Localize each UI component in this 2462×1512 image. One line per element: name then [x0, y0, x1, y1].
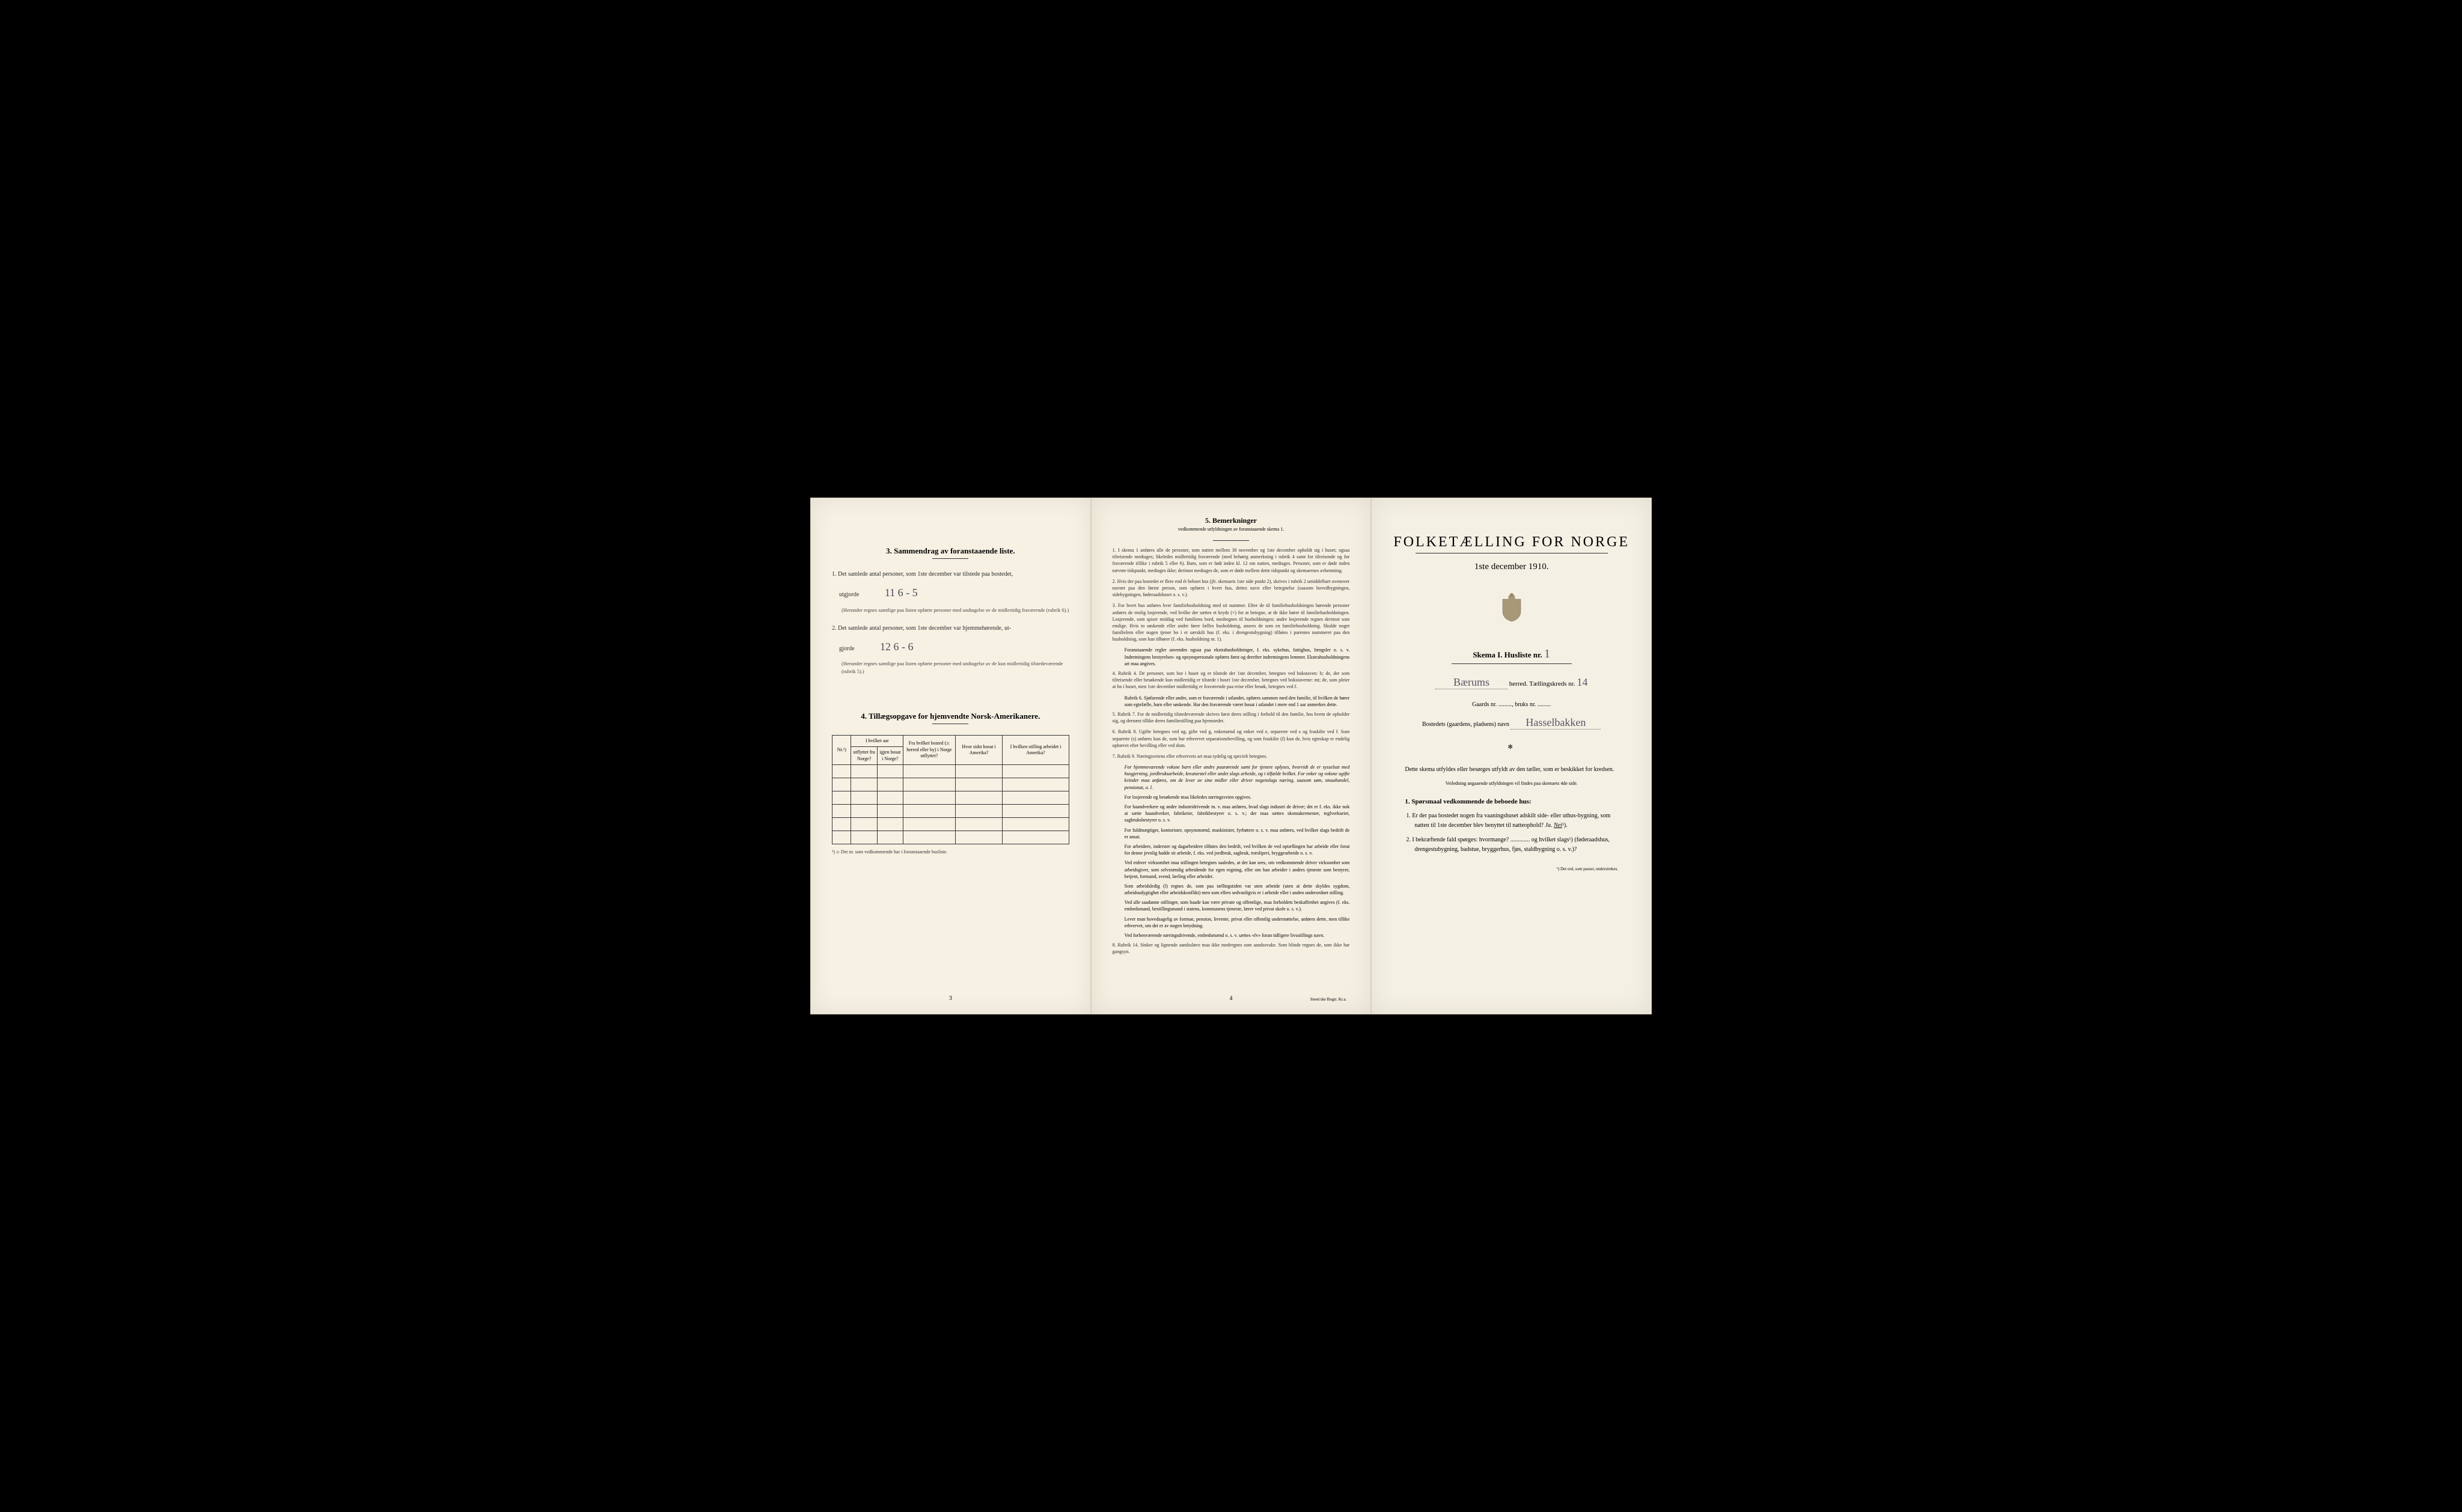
- rule-7-sub9: Lever man hovedsagelig av formue, pensio…: [1113, 916, 1350, 929]
- page-number-3: 3: [949, 995, 952, 1002]
- instruction-main: Dette skema utfyldes eller besørges utfy…: [1405, 765, 1618, 775]
- bosted-line: Bostedets (gaardens, pladsens) navn Hass…: [1393, 716, 1630, 730]
- rule-8: 8. Rubrik 14. Sinker og lignende aandssl…: [1113, 942, 1350, 955]
- rule-7-sub2: For losjerende og besøkende maa likelede…: [1113, 794, 1350, 800]
- item-2-label: gjorde: [839, 645, 855, 652]
- col-nr: Nr.¹): [832, 735, 851, 764]
- rule-4-sub: Rubrik 6. Sjøfarende eller andre, som er…: [1113, 695, 1350, 708]
- page-1-title-page: FOLKETÆLLING FOR NORGE 1ste december 191…: [1371, 498, 1652, 1014]
- rule-1: 1. I skema 1 anføres alle de personer, s…: [1113, 547, 1350, 574]
- rule-7-sub10: Ved forhenværende næringsdrivende, embed…: [1113, 932, 1350, 939]
- col-bosted: Fra hvilket bosted (ɔ: herred eller by) …: [903, 735, 956, 764]
- rule-3: 3. For hvert hus anføres hver familiehus…: [1113, 602, 1350, 642]
- document-spread: 3. Sammendrag av foranstaaende liste. 1.…: [810, 498, 1652, 1014]
- section-5-title: 5. Bemerkninger: [1113, 516, 1350, 525]
- rule-3-sub: Foranstaaende regler anvendes ogsaa paa …: [1113, 647, 1350, 667]
- table-body: [832, 765, 1069, 844]
- table-row: [832, 805, 1069, 818]
- rule-4: 4. Rubrik 4. De personer, som bor i huse…: [1113, 670, 1350, 690]
- page-3-sammendrag: 3. Sammendrag av foranstaaende liste. 1.…: [810, 498, 1091, 1014]
- rule-5: 5. Rubrik 7. For de midlertidig tilstede…: [1113, 711, 1350, 724]
- rule-7-sub3: For haandverkere og andre industridriven…: [1113, 803, 1350, 824]
- table-row: [832, 765, 1069, 778]
- title-underline-5: [1213, 540, 1249, 541]
- col-stilling: I hvilken stilling arbeidet i Amerika?: [1003, 735, 1069, 764]
- herred-line: Bærums herred. Tællingskreds nr. 14: [1393, 676, 1630, 689]
- item-1-line2: utgjorde 11 6 - 5: [832, 584, 1069, 602]
- printer-mark: Steen'ske Bogtr. Kr.a.: [1310, 997, 1347, 1002]
- col-aar: I hvilket aar: [851, 735, 903, 746]
- item-2-line1: 2. Det samlede antal personer, som 1ste …: [832, 624, 1069, 633]
- rule-7-sub5: For arbeidere, inderster og dagarbeidere…: [1113, 843, 1350, 856]
- item-1-label: utgjorde: [839, 591, 859, 598]
- table-footnote: ¹) ɔ: Det nr. som vedkommende har i fora…: [832, 849, 1069, 855]
- table-row: [832, 818, 1069, 831]
- item-1-note: (Herunder regnes samtlige paa listen opf…: [832, 606, 1069, 614]
- section-5-subtitle: vedkommende utfyldningen av foranstaaend…: [1113, 526, 1350, 532]
- answer-sup: ¹).: [1562, 822, 1568, 829]
- item-2-handwritten-value: 12 6 - 6: [856, 641, 914, 653]
- rule-7-sub6: Ved enhver virksomhet maa stillingen bet…: [1113, 859, 1350, 880]
- husliste-nr-handwritten: 1: [1544, 647, 1550, 660]
- skema-label: Skema I. Husliste nr.: [1473, 650, 1542, 659]
- col-utflyttet: utflyttet fra Norge?: [851, 747, 877, 765]
- footnote-understrekes: ¹) Det ord, som passer, understrekes.: [1393, 867, 1618, 871]
- question-section-title: 1. Spørsmaal vedkommende de beboede hus:: [1405, 798, 1618, 805]
- col-igjen-bosat: igjen bosat i Norge?: [877, 747, 903, 765]
- col-amerika-bosat: Hvor sidst bosat i Amerika?: [955, 735, 1003, 764]
- census-date: 1ste december 1910.: [1393, 562, 1630, 572]
- bosted-label: Bostedets (gaardens, pladsens) navn: [1422, 721, 1509, 728]
- bosted-handwritten: Hasselbakken: [1510, 716, 1601, 730]
- kreds-nr-handwritten: 14: [1577, 676, 1587, 688]
- table-row: [832, 778, 1069, 791]
- rule-2: 2. Hvis der paa bostedet er flere end ét…: [1113, 578, 1350, 599]
- skema-rule: [1452, 663, 1572, 664]
- rule-7-sub4: For fuldmægtiger, kontorister, opsynsmæn…: [1113, 827, 1350, 840]
- page-number-4: 4: [1230, 995, 1233, 1002]
- main-title: FOLKETÆLLING FOR NORGE: [1393, 534, 1630, 550]
- section-3-title: 3. Sammendrag av foranstaaende liste.: [832, 546, 1069, 556]
- question-2: 2. I bekræftende fald spørges: hvormange…: [1414, 835, 1618, 855]
- herred-label: herred. Tællingskreds nr.: [1509, 680, 1575, 687]
- amerikanere-table: Nr.¹) I hvilket aar Fra hvilket bosted (…: [832, 735, 1069, 844]
- rule-7-sub7: Som arbeidsledig (l) regnes de, som paa …: [1113, 883, 1350, 896]
- instruction-sub: Veiledning angaaende utfyldningen vil fi…: [1393, 781, 1630, 786]
- rule-7: 7. Rubrik 9. Næringsveiens eller erhverv…: [1113, 753, 1350, 760]
- question-1: 1. Er der paa bostedet nogen fra vaaning…: [1414, 811, 1618, 831]
- section-4-title: 4. Tillægsopgave for hjemvendte Norsk-Am…: [832, 712, 1069, 721]
- answer-ja: Ja.: [1545, 822, 1553, 829]
- coat-of-arms-icon: [1393, 590, 1630, 629]
- herred-handwritten: Bærums: [1435, 676, 1507, 689]
- item-1-line1: 1. Det samlede antal personer, som 1ste …: [832, 570, 1069, 579]
- rule-7-sub8: Ved alle saadanne stillinger, som baade …: [1113, 899, 1350, 912]
- title-underline: [932, 558, 968, 559]
- item-2-line2: gjorde 12 6 - 6: [832, 638, 1069, 656]
- table-header: Nr.¹) I hvilket aar Fra hvilket bosted (…: [832, 735, 1069, 764]
- ornament-divider: ✻: [1393, 744, 1630, 751]
- table-row: [832, 831, 1069, 844]
- question-1-text: 1. Er der paa bostedet nogen fra vaaning…: [1406, 812, 1610, 829]
- rule-7-sub1: For hjemmeværende voksne barn eller andr…: [1113, 764, 1350, 791]
- rule-6: 6. Rubrik 8. Ugifte betegnes ved ug, gif…: [1113, 728, 1350, 749]
- item-2-note: (Herunder regnes samtlige paa listen opf…: [832, 660, 1069, 675]
- answer-nei-selected: Nei: [1554, 822, 1562, 829]
- gaards-line: Gaards nr. ........., bruks nr. ........…: [1393, 701, 1630, 708]
- table-row: [832, 791, 1069, 805]
- item-1-handwritten-value: 11 6 - 5: [861, 587, 918, 599]
- page-4-bemerkninger: 5. Bemerkninger vedkommende utfyldningen…: [1091, 498, 1372, 1014]
- skema-line: Skema I. Husliste nr. 1: [1393, 647, 1630, 661]
